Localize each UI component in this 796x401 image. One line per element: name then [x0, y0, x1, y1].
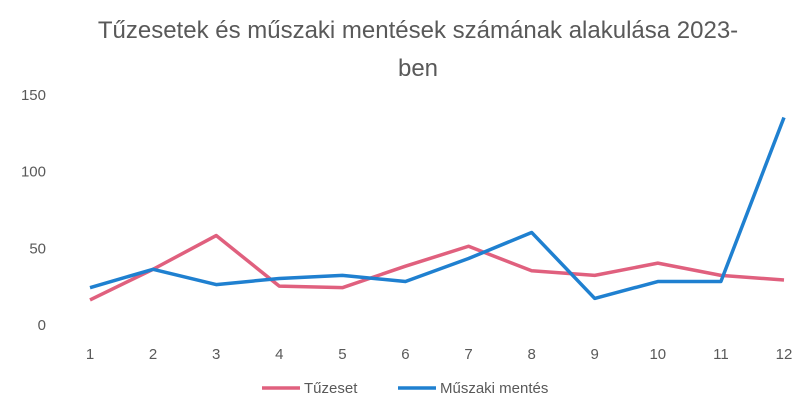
- x-tick-label: 2: [149, 346, 157, 363]
- x-tick-label: 8: [527, 346, 535, 363]
- x-tick-label: 1: [86, 346, 94, 363]
- x-tick-label: 9: [591, 346, 599, 363]
- x-tick-label: 5: [338, 346, 346, 363]
- x-tick-label: 7: [464, 346, 472, 363]
- x-tick-label: 6: [401, 346, 409, 363]
- x-tick-label: 10: [649, 346, 666, 363]
- chart-title: Tűzesetek és műszaki mentések számának a…: [97, 17, 739, 82]
- x-tick-label: 4: [275, 346, 283, 363]
- y-tick-label: 150: [21, 87, 46, 104]
- y-tick-label: 0: [38, 317, 46, 334]
- x-tick-label: 11: [713, 346, 729, 363]
- x-tick-label: 12: [776, 346, 793, 363]
- x-tick-label: 3: [212, 346, 220, 363]
- y-tick-label: 50: [29, 240, 46, 257]
- y-tick-label: 100: [21, 164, 46, 181]
- series-line: [89, 233, 785, 302]
- series-line: [89, 116, 786, 301]
- legend-label: Műszaki mentés: [440, 380, 548, 397]
- legend-label: Tűzeset: [304, 380, 358, 397]
